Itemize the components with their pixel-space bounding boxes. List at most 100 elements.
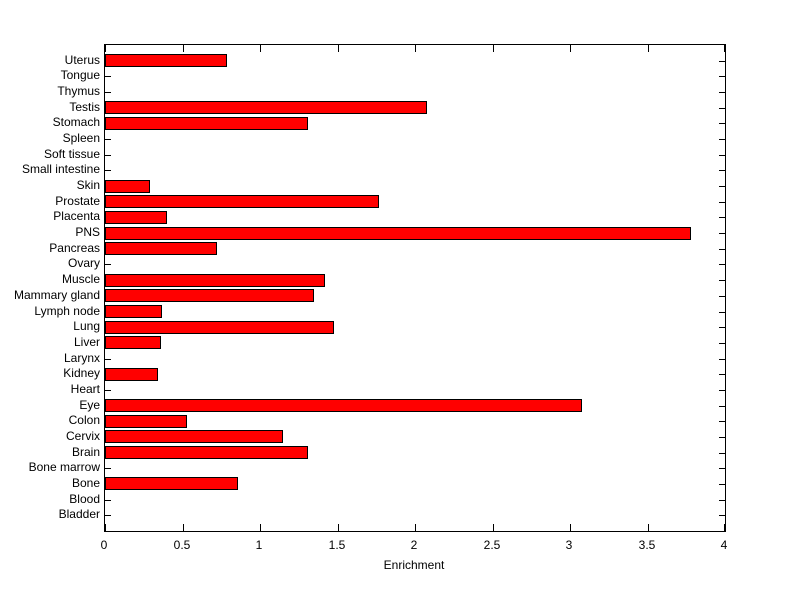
y-tick-right bbox=[719, 515, 725, 516]
y-tick-left bbox=[105, 155, 111, 156]
category-label: Soft tissue bbox=[43, 146, 100, 161]
x-tick-top bbox=[724, 45, 725, 52]
x-tick-label: 3 bbox=[565, 538, 573, 552]
bar-pns bbox=[105, 227, 691, 240]
bar-eye bbox=[105, 399, 582, 412]
category-label: Lymph node bbox=[34, 303, 100, 318]
category-label: Bladder bbox=[58, 507, 100, 522]
y-tick-left bbox=[105, 170, 111, 171]
y-tick-right bbox=[719, 217, 725, 218]
y-tick-left bbox=[105, 390, 111, 391]
y-tick-right bbox=[719, 437, 725, 438]
x-tick-bottom bbox=[493, 524, 494, 531]
x-tick-bottom bbox=[724, 524, 725, 531]
y-tick-right bbox=[719, 202, 725, 203]
bar-mammary-gland bbox=[105, 289, 314, 302]
y-tick-left bbox=[105, 468, 111, 469]
x-tick-top bbox=[570, 45, 571, 52]
bar-bone bbox=[105, 477, 238, 490]
category-label: PNS bbox=[75, 225, 100, 240]
bar-lung bbox=[105, 321, 334, 334]
y-tick-right bbox=[719, 264, 725, 265]
category-label: Uterus bbox=[64, 52, 100, 67]
x-tick-bottom bbox=[260, 524, 261, 531]
category-label: Placenta bbox=[53, 209, 100, 224]
bar-muscle bbox=[105, 274, 325, 287]
y-tick-right bbox=[719, 92, 725, 93]
y-tick-right bbox=[719, 390, 725, 391]
y-tick-right bbox=[719, 312, 725, 313]
y-tick-left bbox=[105, 515, 111, 516]
x-tick-bottom bbox=[338, 524, 339, 531]
category-label: Eye bbox=[79, 397, 100, 412]
category-label: Muscle bbox=[61, 272, 100, 287]
y-tick-left bbox=[105, 500, 111, 501]
x-tick-label: 1 bbox=[255, 538, 263, 552]
bar-stomach bbox=[105, 117, 308, 130]
x-tick-top bbox=[105, 45, 106, 52]
y-tick-right bbox=[719, 327, 725, 328]
category-label: Small intestine bbox=[21, 162, 100, 177]
x-tick-label: 3.5 bbox=[638, 538, 656, 552]
category-label: Ovary bbox=[67, 256, 100, 271]
y-tick-right bbox=[719, 280, 725, 281]
y-tick-left bbox=[105, 139, 111, 140]
x-tick-top bbox=[183, 45, 184, 52]
category-label: Liver bbox=[73, 334, 100, 349]
x-tick-bottom bbox=[105, 524, 106, 531]
x-tick-top bbox=[648, 45, 649, 52]
x-tick-bottom bbox=[570, 524, 571, 531]
bar-liver bbox=[105, 336, 161, 349]
category-label: Mammary gland bbox=[13, 287, 100, 302]
y-tick-right bbox=[719, 296, 725, 297]
x-tick-bottom bbox=[415, 524, 416, 531]
category-label: Blood bbox=[69, 491, 100, 506]
category-label: Tongue bbox=[60, 68, 100, 83]
x-tick-label: 2 bbox=[410, 538, 418, 552]
bar-kidney bbox=[105, 368, 158, 381]
plot-area bbox=[104, 44, 726, 532]
category-label: Brain bbox=[71, 444, 100, 459]
y-tick-right bbox=[719, 123, 725, 124]
y-tick-right bbox=[719, 453, 725, 454]
bar-testis bbox=[105, 101, 427, 114]
bar-placenta bbox=[105, 211, 167, 224]
x-tick-label: 0 bbox=[100, 538, 108, 552]
x-tick-bottom bbox=[183, 524, 184, 531]
y-tick-left bbox=[105, 359, 111, 360]
x-axis-title: Enrichment bbox=[383, 558, 445, 572]
bar-pancreas bbox=[105, 242, 217, 255]
category-label: Spleen bbox=[62, 131, 100, 146]
y-tick-right bbox=[719, 421, 725, 422]
category-label: Lung bbox=[73, 319, 100, 334]
y-tick-left bbox=[105, 76, 111, 77]
x-tick-top bbox=[260, 45, 261, 52]
x-tick-label: 0.5 bbox=[173, 538, 191, 552]
bar-colon bbox=[105, 415, 187, 428]
y-tick-left bbox=[105, 92, 111, 93]
x-tick-label: 2.5 bbox=[483, 538, 501, 552]
y-tick-right bbox=[719, 249, 725, 250]
category-label: Larynx bbox=[63, 350, 100, 365]
y-tick-right bbox=[719, 406, 725, 407]
y-tick-right bbox=[719, 108, 725, 109]
bar-uterus bbox=[105, 54, 227, 67]
category-label: Prostate bbox=[55, 193, 100, 208]
category-label: Thymus bbox=[57, 84, 100, 99]
bar-brain bbox=[105, 446, 308, 459]
x-tick-top bbox=[338, 45, 339, 52]
x-tick-top bbox=[493, 45, 494, 52]
y-tick-right bbox=[719, 500, 725, 501]
bar-prostate bbox=[105, 195, 379, 208]
y-tick-right bbox=[719, 484, 725, 485]
category-label: Pancreas bbox=[49, 240, 100, 255]
category-label: Testis bbox=[69, 99, 100, 114]
category-label: Kidney bbox=[63, 366, 100, 381]
y-tick-right bbox=[719, 155, 725, 156]
x-tick-label: 1.5 bbox=[328, 538, 346, 552]
y-tick-right bbox=[719, 233, 725, 234]
category-label: Heart bbox=[70, 381, 100, 396]
category-label: Colon bbox=[68, 413, 100, 428]
bar-lymph-node bbox=[105, 305, 162, 318]
